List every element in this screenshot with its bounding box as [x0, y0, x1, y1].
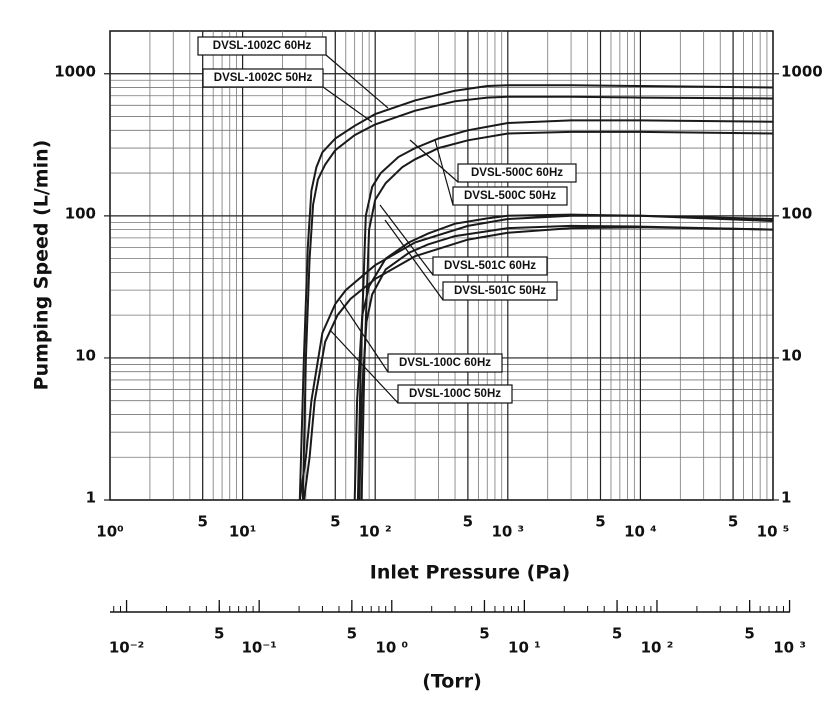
label-box	[442, 281, 558, 301]
x2-tick-label: 10 ⁰	[375, 639, 408, 657]
x-tick-label: 10 ⁴	[624, 523, 657, 541]
label-box	[432, 256, 548, 276]
label-box	[397, 384, 513, 404]
series-line	[358, 224, 774, 501]
series-line	[360, 130, 774, 501]
series-label: DVSL-500C 60Hz	[471, 167, 563, 179]
x2-tick-label: 5	[612, 625, 622, 643]
x-tick-label: 5	[728, 513, 738, 531]
label-box	[197, 36, 327, 56]
y2-tick-label: 1000	[781, 62, 823, 80]
x-tick-label: 10⁰	[96, 523, 123, 541]
y2-tick-label: 100	[781, 204, 812, 222]
series-line	[298, 84, 774, 501]
leader-line	[322, 86, 373, 123]
x2-tick-label: 10 ¹	[508, 639, 541, 657]
series-label: DVSL-1002C 60Hz	[213, 40, 312, 52]
leader-line	[409, 139, 459, 183]
x2-axis-label: (Torr)	[422, 671, 482, 693]
x-tick-label: 10 ³	[491, 523, 524, 541]
x-tick-label: 5	[197, 513, 207, 531]
leader-line	[434, 139, 454, 206]
x2-tick-label: 10 ²	[641, 639, 674, 657]
series-line	[356, 119, 774, 501]
series-line	[298, 214, 774, 501]
series-label: DVSL-100C 60Hz	[399, 357, 491, 369]
x-tick-label: 10 ²	[359, 523, 392, 541]
label-box	[202, 68, 324, 88]
series-label: DVSL-501C 60Hz	[444, 260, 536, 272]
series-label: DVSL-1002C 50Hz	[214, 72, 313, 84]
label-box	[452, 186, 568, 206]
x-axis-label: Inlet Pressure (Pa)	[370, 562, 571, 584]
y-tick-label: 1	[86, 489, 96, 507]
annotations	[197, 36, 577, 404]
series-line	[353, 213, 774, 501]
y-tick-label: 1000	[54, 62, 96, 80]
leader-line	[329, 329, 399, 404]
x2-tick-label: 5	[214, 625, 224, 643]
x2-tick-label: 10 ³	[773, 639, 806, 657]
y-tick-label: 100	[65, 204, 96, 222]
x2-tick-label: 5	[347, 625, 357, 643]
series-label: DVSL-100C 50Hz	[409, 388, 501, 400]
series-line	[302, 226, 774, 501]
x2-tick-label: 10⁻¹	[241, 639, 276, 657]
label-box	[457, 163, 577, 183]
x-tick-label: 10¹	[229, 523, 256, 541]
series-label: DVSL-501C 50Hz	[454, 285, 546, 297]
label-box	[387, 353, 503, 373]
leader-line	[379, 204, 434, 276]
x-tick-label: 5	[595, 513, 605, 531]
series-line	[301, 95, 774, 501]
leader-line	[384, 219, 444, 301]
x-tick-label: 5	[463, 513, 473, 531]
series-label: DVSL-500C 50Hz	[464, 190, 556, 202]
y2-tick-label: 1	[781, 489, 791, 507]
x2-tick-label: 5	[744, 625, 754, 643]
y2-tick-label: 10	[781, 346, 802, 364]
leader-line	[339, 299, 389, 373]
y-axis-label: Pumping Speed (L/min)	[31, 140, 53, 391]
x-tick-label: 10 ⁵	[757, 523, 790, 541]
y-tick-label: 10	[75, 346, 96, 364]
x-tick-label: 5	[330, 513, 340, 531]
x2-tick-label: 5	[479, 625, 489, 643]
leader-line	[325, 54, 389, 109]
x2-tick-label: 10⁻²	[109, 639, 144, 657]
